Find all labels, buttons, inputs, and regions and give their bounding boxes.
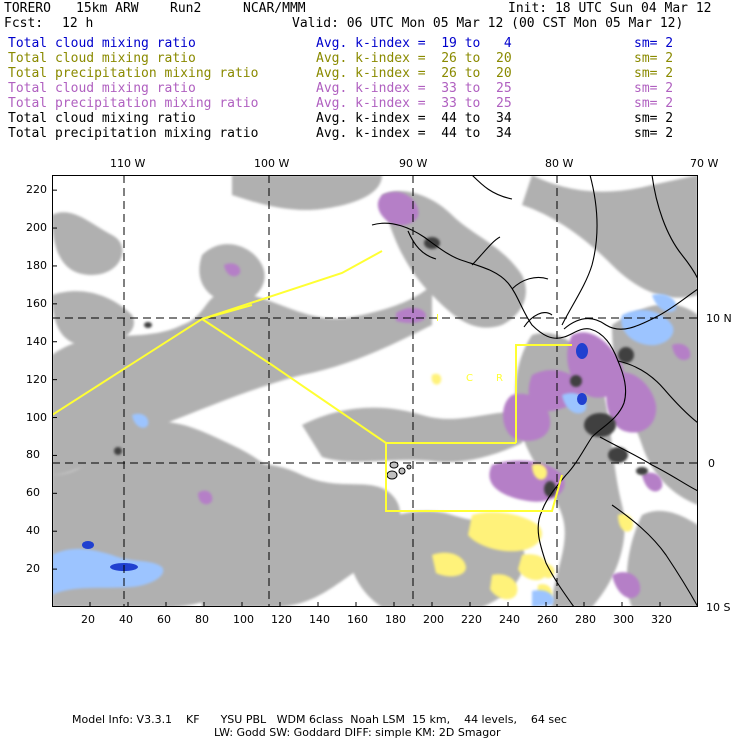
tick-marks <box>52 189 661 607</box>
x-tick-label: 80 <box>195 613 209 626</box>
legend-field: Total cloud mixing ratio <box>8 111 196 126</box>
legend-kindex: Avg. k-index = 26 to 20 <box>316 66 512 81</box>
y-tick-label: 220 <box>26 183 47 197</box>
x-tick-label: 60 <box>157 613 171 626</box>
y-tick-label: 20 <box>26 562 40 576</box>
header-center: NCAR/MMM <box>243 1 306 16</box>
lon-label: 110 W <box>110 157 146 170</box>
legend-field: Total precipitation mixing ratio <box>8 126 259 141</box>
map-frame <box>52 175 698 607</box>
x-tick-label: 180 <box>385 613 406 626</box>
map-label: C <box>466 373 473 384</box>
cloud-blue-field <box>52 293 677 607</box>
y-tick-label: 140 <box>26 334 47 348</box>
footer-physics-info: LW: Godd SW: Goddard DIFF: simple KM: 2D… <box>214 726 501 739</box>
x-tick-label: 20 <box>81 613 95 626</box>
map-label: R <box>496 373 503 384</box>
x-tick-label: 200 <box>423 613 444 626</box>
legend-sm: sm= 2 <box>634 126 674 141</box>
lon-label: 90 W <box>399 157 428 170</box>
header-resolution: 15km ARW <box>76 1 139 16</box>
x-tick-label: 140 <box>309 613 330 626</box>
x-tick-label: 300 <box>613 613 634 626</box>
legend-kindex: Avg. k-index = 44 to 34 <box>316 126 512 141</box>
yellow-boundaries <box>52 250 572 512</box>
header-init: Init: 18 UTC Sun 04 Mar 12 <box>508 1 712 16</box>
header-model: TORERO <box>4 1 51 16</box>
galapagos-islands <box>386 461 412 480</box>
legend-kindex: Avg. k-index = 33 to 25 <box>316 81 512 96</box>
legend-sm: sm= 2 <box>634 111 674 126</box>
forecast-map: I C R <box>52 175 698 607</box>
lon-label: 100 W <box>254 157 290 170</box>
x-tick-label: 120 <box>271 613 292 626</box>
legend-sm: sm= 2 <box>634 66 674 81</box>
header-valid: Valid: 06 UTC Mon 05 Mar 12 (00 CST Mon … <box>292 16 684 31</box>
legend-kindex: Avg. k-index = 26 to 20 <box>316 51 512 66</box>
header-run: Run2 <box>170 1 202 16</box>
lon-label: 70 W <box>690 157 719 170</box>
legend-field: Total precipitation mixing ratio <box>8 66 259 81</box>
x-tick-label: 220 <box>461 613 482 626</box>
legend-kindex: Avg. k-index = 19 to 4 <box>316 36 512 51</box>
legend-sm: sm= 2 <box>634 96 674 111</box>
lat-label: 10 N <box>706 312 732 325</box>
x-tick-label: 240 <box>499 613 520 626</box>
legend-sm: sm= 2 <box>634 81 674 96</box>
x-tick-label: 260 <box>537 613 558 626</box>
legend-field: Total cloud mixing ratio <box>8 51 196 66</box>
lat-label: 0 <box>708 457 715 470</box>
x-tick-label: 320 <box>651 613 672 626</box>
y-tick-label: 200 <box>26 221 47 235</box>
map-label: I <box>436 313 439 324</box>
legend-sm: sm= 2 <box>634 51 674 66</box>
x-tick-label: 160 <box>347 613 368 626</box>
x-tick-label: 100 <box>233 613 254 626</box>
y-tick-label: 80 <box>26 448 40 462</box>
legend-field: Total precipitation mixing ratio <box>8 96 259 111</box>
header-fcst-value: 12 h <box>62 16 94 31</box>
y-tick-label: 120 <box>26 372 47 386</box>
lat-label: 10 S <box>706 601 731 614</box>
y-tick-label: 40 <box>26 524 40 538</box>
y-tick-label: 160 <box>26 296 47 310</box>
legend-sm: sm= 2 <box>634 36 674 51</box>
header-fcst-label: Fcst: <box>4 16 44 31</box>
lon-label: 80 W <box>545 157 574 170</box>
legend-field: Total cloud mixing ratio <box>8 36 196 51</box>
legend-kindex: Avg. k-index = 44 to 34 <box>316 111 512 126</box>
coastline <box>371 175 698 607</box>
y-tick-label: 60 <box>26 486 40 500</box>
x-tick-label: 40 <box>119 613 133 626</box>
y-tick-label: 100 <box>26 410 47 424</box>
legend-field: Total cloud mixing ratio <box>8 81 196 96</box>
legend-kindex: Avg. k-index = 33 to 25 <box>316 96 512 111</box>
y-tick-label: 180 <box>26 258 47 272</box>
x-tick-label: 280 <box>575 613 596 626</box>
footer-model-info: Model Info: V3.3.1 KF YSU PBL WDM 6class… <box>72 713 567 726</box>
lat-lon-grid <box>52 175 698 607</box>
